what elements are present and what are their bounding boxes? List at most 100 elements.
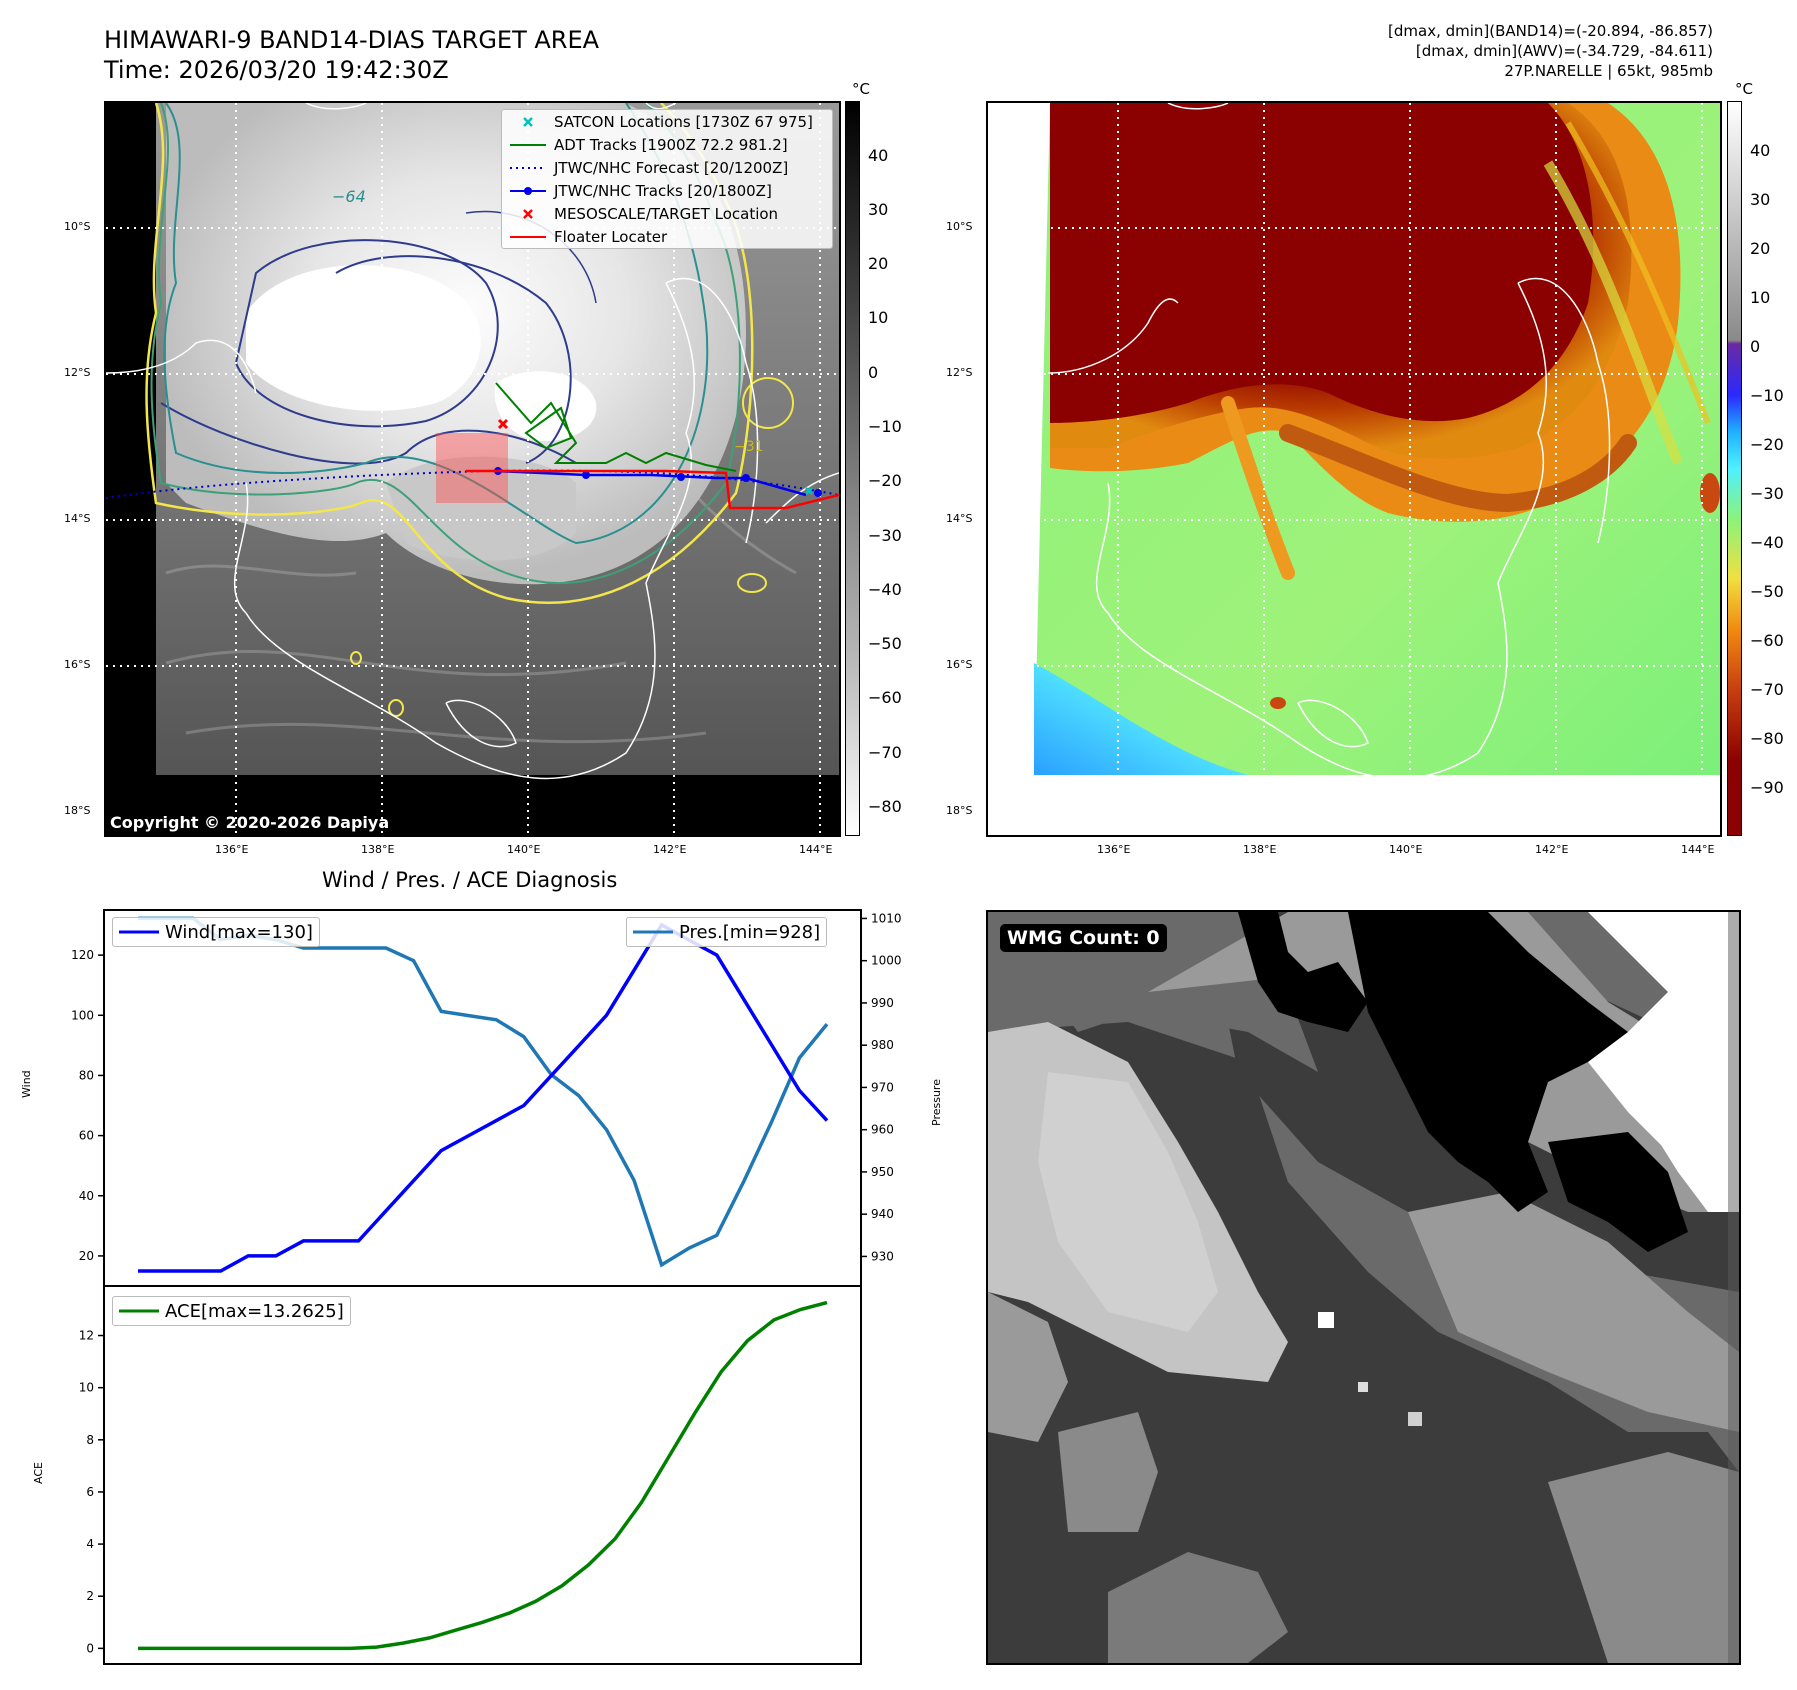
axis-tick-label: 930: [871, 1249, 894, 1263]
wmg-image: [988, 912, 1739, 1663]
cb-tick: −20: [868, 471, 902, 490]
lon-tick: 140°E: [1389, 843, 1423, 856]
contour-label: −31: [734, 439, 764, 455]
cb-tick: 10: [1750, 288, 1771, 307]
ace-y-ticks: 0 2 4 6 8 10 12: [79, 1329, 104, 1655]
cb-tick: 20: [1750, 239, 1771, 258]
axis-tick-label: 12: [79, 1329, 94, 1343]
cb-tick: −70: [868, 743, 902, 762]
cb-tick: −10: [868, 417, 902, 436]
axis-tick-label: 8: [86, 1433, 94, 1447]
map-legend: SATCON Locations [1730Z 67 975] ADT Trac…: [501, 109, 833, 249]
line-icon: [508, 142, 548, 148]
lon-tick: 136°E: [1097, 843, 1131, 856]
ace-series-line: [138, 1300, 828, 1651]
axis-tick-label: 80: [79, 1068, 94, 1082]
axis-tick-label: 0: [86, 1641, 94, 1655]
lon-tick: 140°E: [507, 843, 541, 856]
cb-tick: −40: [868, 580, 902, 599]
axis-tick-label: 950: [871, 1165, 894, 1179]
lon-tick: 138°E: [361, 843, 395, 856]
legend-forecast: JTWC/NHC Forecast [20/1200Z]: [502, 156, 832, 179]
cb-tick: −40: [1750, 533, 1784, 552]
cb-tick: 40: [868, 146, 889, 165]
wind-legend: Wind[max=130]: [112, 917, 320, 947]
pressure-legend: Pres.[min=928]: [626, 917, 828, 947]
axis-tick-label: 6: [86, 1485, 94, 1499]
lon-tick: 144°E: [799, 843, 833, 856]
cb-tick: 30: [1750, 190, 1771, 209]
lat-tick: 14°S: [64, 512, 91, 525]
band14-minmax: [dmax, dmin](BAND14)=(-20.894, -86.857): [1388, 22, 1713, 40]
colorbar-right: [1727, 101, 1742, 836]
axis-tick-label: 2: [86, 1589, 94, 1603]
lat-tick: 10°S: [946, 220, 973, 233]
line-icon: [508, 234, 548, 240]
axis-tick-label: 980: [871, 1038, 894, 1052]
lon-tick: 138°E: [1243, 843, 1277, 856]
cb-tick: 0: [1750, 337, 1761, 356]
cb-tick: −90: [1750, 778, 1784, 797]
awv-map-image: [988, 103, 1720, 835]
pressure-y-ticks: 930 940 950 960 970 980 990 1000 1010: [861, 911, 902, 1263]
ace-axis-label: ACE: [32, 1462, 45, 1484]
axis-tick-label: 990: [871, 996, 894, 1010]
awv-map-panel: [986, 101, 1722, 837]
ace-legend: ACE[max=13.2625]: [112, 1296, 351, 1326]
cb-tick: −20: [1750, 435, 1784, 454]
wind-pressure-axes: [103, 909, 862, 1287]
lon-tick: 144°E: [1681, 843, 1715, 856]
colorbar-unit: °C: [1735, 80, 1753, 98]
axis-tick-label: 970: [871, 1080, 894, 1094]
x-marker-icon: [508, 115, 548, 129]
cb-tick: −50: [868, 634, 902, 653]
lat-tick: 18°S: [946, 804, 973, 817]
cb-tick: −70: [1750, 680, 1784, 699]
axis-tick-label: 20: [79, 1249, 94, 1263]
wmg-panel: WMG Count: 0: [986, 910, 1741, 1665]
line-dot-icon: [508, 186, 548, 196]
cb-tick: −30: [868, 526, 902, 545]
diagnosis-title: Wind / Pres. / ACE Diagnosis: [322, 868, 618, 892]
ir-map-panel: −64 −31 SATCON Locations [1730Z 67 975] …: [104, 101, 841, 837]
wind-legend-label: Wind[max=130]: [165, 921, 313, 943]
legend-satcon: SATCON Locations [1730Z 67 975]: [502, 110, 832, 133]
wmg-count-badge: WMG Count: 0: [1000, 924, 1167, 952]
cb-tick: −60: [868, 688, 902, 707]
storm-info: 27P.NARELLE | 65kt, 985mb: [1504, 62, 1713, 80]
cb-tick: 40: [1750, 141, 1771, 160]
axis-tick-label: 40: [79, 1189, 94, 1203]
cb-tick: −10: [1750, 386, 1784, 405]
ace-legend-label: ACE[max=13.2625]: [165, 1300, 344, 1322]
pressure-legend-label: Pres.[min=928]: [679, 921, 821, 943]
colorbar-left: [845, 101, 860, 836]
x-marker-icon: [508, 207, 548, 221]
line-icon: [633, 929, 673, 935]
line-icon: [119, 929, 159, 935]
ace-axes: [103, 1285, 862, 1665]
wind-series-line: [138, 922, 829, 1273]
lat-tick: 16°S: [946, 658, 973, 671]
lat-tick: 12°S: [946, 366, 973, 379]
lat-tick: 18°S: [64, 804, 91, 817]
wind-y-ticks: 20 40 60 80 100 120: [71, 948, 104, 1263]
axis-tick-label: 120: [71, 948, 94, 962]
lat-tick: 16°S: [64, 658, 91, 671]
lat-tick: 14°S: [946, 512, 973, 525]
legend-tracks: JTWC/NHC Tracks [20/1800Z]: [502, 179, 832, 202]
awv-minmax: [dmax, dmin](AWV)=(-34.729, -84.611): [1415, 42, 1713, 60]
cb-tick: 20: [868, 254, 889, 273]
legend-target: MESOSCALE/TARGET Location: [502, 202, 832, 225]
axis-tick-label: 100: [71, 1008, 94, 1022]
cb-tick: −80: [1750, 729, 1784, 748]
axis-tick-label: 1010: [871, 911, 902, 925]
figure-time: Time: 2026/03/20 19:42:30Z: [104, 56, 449, 84]
lon-tick: 142°E: [653, 843, 687, 856]
line-icon: [119, 1308, 159, 1314]
figure-title: HIMAWARI-9 BAND14-DIAS TARGET AREA: [104, 26, 600, 54]
ir-map-image: [106, 103, 839, 835]
cb-tick: 30: [868, 200, 889, 219]
lat-tick: 12°S: [64, 366, 91, 379]
cb-tick: −80: [868, 797, 902, 816]
